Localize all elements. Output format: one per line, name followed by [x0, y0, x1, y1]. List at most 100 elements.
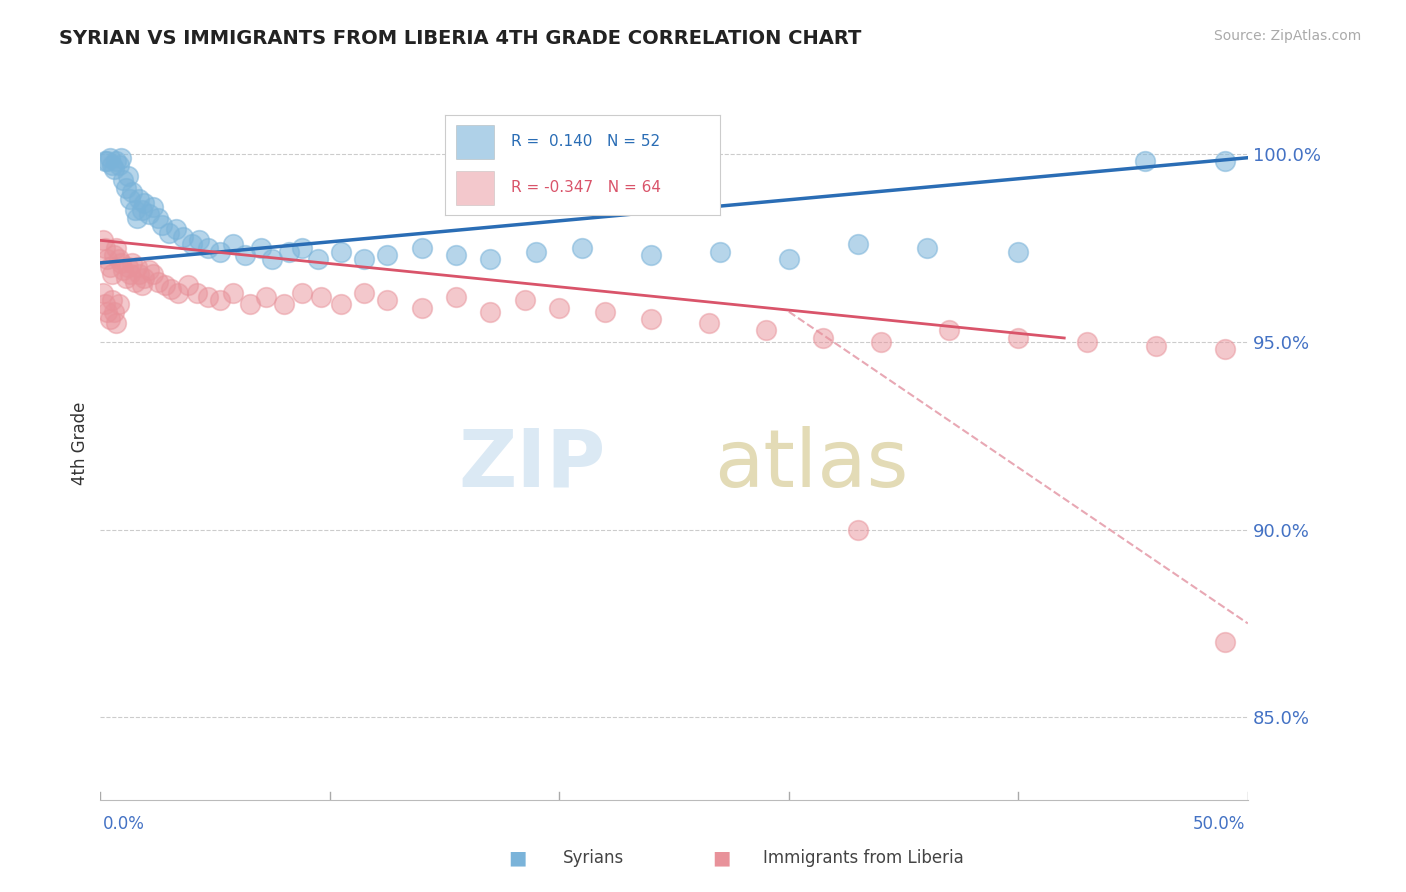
Point — [1213, 343, 1236, 357]
Point — [98, 260, 121, 274]
Point — [94, 241, 117, 255]
Point — [103, 161, 125, 176]
Point — [105, 316, 128, 330]
Point — [103, 304, 125, 318]
Text: ZIP: ZIP — [458, 425, 605, 504]
Point — [291, 241, 314, 255]
Point — [411, 241, 433, 255]
Text: ■: ■ — [508, 848, 527, 867]
Point — [91, 285, 114, 300]
Point — [755, 323, 778, 337]
Point — [176, 278, 198, 293]
Point — [697, 316, 720, 330]
Text: Source: ZipAtlas.com: Source: ZipAtlas.com — [1213, 29, 1361, 43]
Point — [131, 278, 153, 293]
Point — [479, 252, 502, 266]
Point — [222, 285, 245, 300]
Point — [250, 241, 273, 255]
Point — [1213, 154, 1236, 169]
Point — [91, 233, 114, 247]
Point — [101, 293, 124, 308]
Point — [94, 154, 117, 169]
Text: ■: ■ — [711, 848, 731, 867]
Point — [915, 241, 938, 255]
Text: 0.0%: 0.0% — [103, 815, 145, 833]
Point — [309, 290, 332, 304]
Point — [132, 271, 155, 285]
Point — [353, 252, 375, 266]
Point — [330, 297, 353, 311]
Point — [101, 158, 124, 172]
Point — [238, 297, 260, 311]
Point — [131, 203, 153, 218]
Point — [98, 151, 121, 165]
Point — [112, 173, 135, 187]
Point — [150, 219, 173, 233]
Point — [938, 323, 960, 337]
Point — [107, 252, 129, 266]
Point — [167, 285, 190, 300]
Point — [548, 301, 571, 315]
Point — [1007, 244, 1029, 259]
Point — [142, 267, 165, 281]
Point — [277, 244, 299, 259]
Point — [640, 248, 662, 262]
Point — [254, 290, 277, 304]
Point — [778, 252, 800, 266]
Point — [128, 192, 150, 206]
Point — [375, 248, 398, 262]
Point — [307, 252, 329, 266]
Point — [121, 185, 143, 199]
Point — [101, 267, 124, 281]
Point — [222, 237, 245, 252]
Point — [117, 260, 139, 274]
Point — [813, 331, 835, 345]
Point — [208, 293, 231, 308]
Point — [117, 169, 139, 184]
Text: atlas: atlas — [714, 425, 910, 504]
Point — [120, 267, 142, 281]
Point — [157, 226, 180, 240]
Point — [94, 297, 117, 311]
Point — [96, 154, 118, 169]
Point — [153, 278, 176, 293]
Point — [121, 256, 143, 270]
Point — [132, 195, 155, 210]
Point — [444, 290, 467, 304]
Point — [640, 312, 662, 326]
Point — [1144, 338, 1167, 352]
Point — [526, 244, 548, 259]
Point — [105, 241, 128, 255]
Text: Syrians: Syrians — [562, 849, 624, 867]
Text: 50.0%: 50.0% — [1194, 815, 1246, 833]
Point — [146, 275, 169, 289]
Point — [411, 301, 433, 315]
Point — [96, 252, 118, 266]
Point — [1007, 331, 1029, 345]
Point — [107, 297, 129, 311]
Point — [1213, 635, 1236, 649]
Point — [98, 312, 121, 326]
Point — [125, 211, 148, 225]
Point — [103, 248, 125, 262]
Point — [571, 241, 593, 255]
Text: SYRIAN VS IMMIGRANTS FROM LIBERIA 4TH GRADE CORRELATION CHART: SYRIAN VS IMMIGRANTS FROM LIBERIA 4TH GR… — [59, 29, 862, 47]
Point — [353, 285, 375, 300]
Point — [114, 271, 136, 285]
Point — [197, 290, 219, 304]
Point — [846, 523, 869, 537]
Point — [375, 293, 398, 308]
Point — [114, 180, 136, 194]
Point — [172, 229, 194, 244]
Point — [160, 282, 183, 296]
Point — [593, 304, 616, 318]
Point — [186, 285, 208, 300]
Point — [105, 154, 128, 169]
Point — [273, 297, 295, 311]
Text: Immigrants from Liberia: Immigrants from Liberia — [763, 849, 965, 867]
Point — [142, 200, 165, 214]
Point — [291, 285, 314, 300]
Point — [138, 263, 160, 277]
Point — [208, 244, 231, 259]
Point — [1076, 334, 1098, 349]
